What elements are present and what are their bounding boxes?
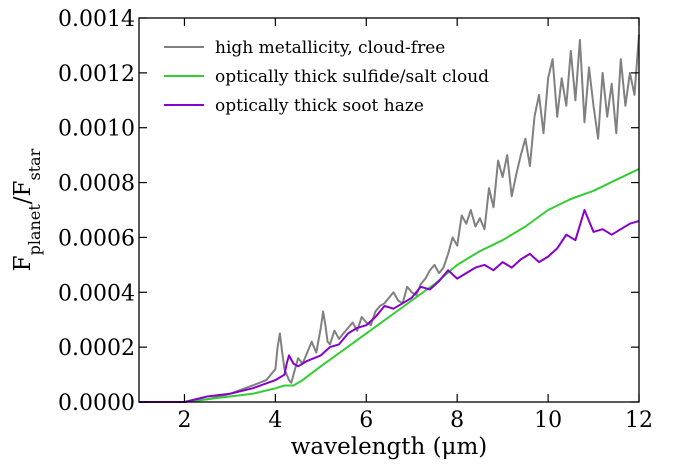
y-tick-label-6: 0.0012: [58, 62, 135, 87]
series-line-1: [139, 167, 640, 403]
y-axis-label-main: F: [10, 255, 36, 271]
y-tick-label-2: 0.0004: [58, 281, 135, 306]
x-tick-label-1: 4: [268, 408, 282, 433]
y-tick-label-4: 0.0008: [58, 172, 135, 197]
series-line-0: [139, 34, 640, 403]
y-tick-label-5: 0.0010: [58, 117, 135, 142]
series-line-2: [139, 209, 640, 403]
y-tick-label-1: 0.0002: [58, 336, 135, 361]
x-axis-label: wavelength (μm): [291, 434, 488, 460]
x-tick-label-3: 8: [450, 408, 464, 433]
y-tick-label-7: 0.0014: [58, 7, 135, 32]
legend-label-2: optically thick soot haze: [215, 96, 424, 116]
plot-frame: [138, 17, 640, 403]
y-axis-label-main2: F: [10, 181, 36, 197]
legend-label-0: high metallicity, cloud-free: [215, 38, 445, 58]
y-axis-label-sub2: star: [25, 148, 44, 180]
legend-label-1: optically thick sulfide/salt cloud: [215, 67, 489, 87]
x-tick-label-5: 12: [625, 408, 653, 433]
x-tick-label-2: 6: [359, 408, 373, 433]
y-axis-label-slash: /: [10, 196, 36, 204]
series-layer: [139, 34, 640, 403]
ticks-layer: 2 4 6 8 10 12 0.0000 0.0002 0.0004 0.0006 0.0008 0.…: [58, 7, 653, 433]
x-tick-label-4: 10: [534, 408, 562, 433]
y-tick-label-3: 0.0006: [58, 226, 135, 251]
y-tick-label-0: 0.0000: [58, 391, 135, 416]
y-axis-label: Fplanet/Fstar: [10, 148, 44, 271]
legend: high metallicity, cloud-free optically th…: [164, 38, 489, 116]
y-axis-label-sub1: planet: [25, 204, 44, 256]
x-tick-label-0: 2: [177, 408, 191, 433]
